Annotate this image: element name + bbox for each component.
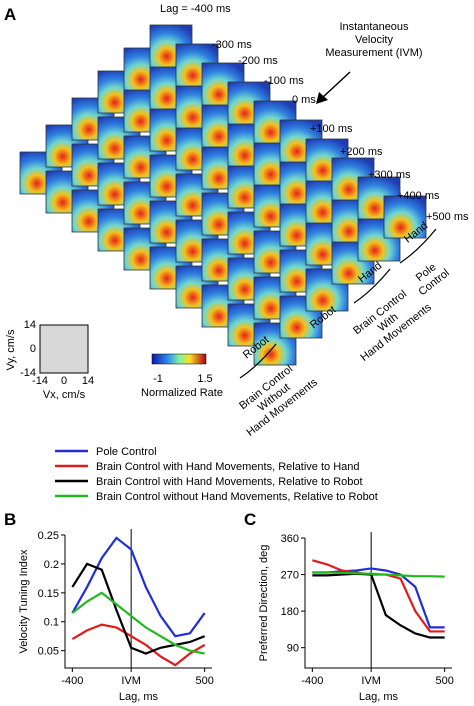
- y-tick-label: 180: [281, 606, 299, 618]
- ivm-text: Velocity: [355, 34, 393, 46]
- legend: Pole Control Brain Control with Hand Move…: [55, 446, 378, 503]
- lag-label: +100 ms: [310, 123, 353, 135]
- series-line: [71, 623, 206, 667]
- heatmap-tile: [383, 195, 427, 239]
- legend-label: Pole Control: [96, 446, 157, 458]
- lag-label: +500 ms: [426, 211, 469, 223]
- axes: [304, 538, 452, 669]
- panel-label: B: [4, 510, 16, 529]
- series-line: [312, 572, 445, 639]
- lag-label: -200 ms: [238, 55, 278, 67]
- vy-tick: 14: [24, 319, 36, 331]
- y-tick-label: 0.2: [44, 559, 59, 571]
- y-tick-label: 0.05: [38, 646, 59, 658]
- legend-label: Brain Control without Hand Movements, Re…: [96, 491, 378, 503]
- lag-label: 0 ms: [292, 94, 316, 106]
- colorbar: [151, 353, 207, 365]
- condition-name: Hand Movements: [358, 301, 434, 364]
- vx-label: Vx, cm/s: [43, 389, 86, 401]
- vx-tick: 0: [61, 375, 67, 387]
- ivm-arrow-head: [316, 92, 328, 104]
- lag-label: -300 ms: [212, 39, 252, 51]
- vy-label: Vy, cm/s: [5, 329, 17, 370]
- y-axis-label: Velocity Tuning Index: [18, 549, 30, 653]
- vy-tick: -14: [20, 367, 36, 379]
- lag-label: -100 ms: [264, 75, 304, 87]
- heatmap-tile: [305, 138, 349, 182]
- x-tick-label: -400: [301, 675, 323, 687]
- colorbar-label: Normalized Rate: [141, 387, 223, 399]
- lag-label: +300 ms: [368, 169, 411, 181]
- bracket: [239, 343, 277, 379]
- series-line: [71, 562, 206, 655]
- series-line: [312, 571, 445, 578]
- x-tick-label: 500: [195, 675, 213, 687]
- ivm-text: Instantaneous: [339, 21, 409, 33]
- lag-label: +400 ms: [397, 190, 440, 202]
- y-tick-label: 90: [287, 643, 299, 655]
- y-tick-label: 0.25: [38, 530, 59, 542]
- axes: [64, 535, 212, 669]
- y-tick-label: 0.15: [38, 588, 59, 600]
- bracket: [399, 228, 437, 264]
- x-tick-label: -400: [61, 675, 83, 687]
- legend-label: Brain Control with Hand Movements, Relat…: [96, 476, 363, 488]
- ivm-arrow: [321, 71, 351, 99]
- panel-label: A: [4, 5, 16, 24]
- vx-tick: 14: [82, 375, 94, 387]
- x-tick-label: IVM: [121, 675, 141, 687]
- y-tick-label: 270: [281, 570, 299, 582]
- series-line: [71, 591, 205, 655]
- lag-label: +200 ms: [340, 146, 383, 158]
- ivm-text: Measurement (IVM): [325, 47, 422, 59]
- legend-label: Brain Control with Hand Movements, Relat…: [96, 461, 360, 473]
- colorbar-max: 1.5: [197, 373, 212, 385]
- velocity-square: [39, 324, 89, 374]
- series-line: [71, 536, 206, 638]
- vy-tick: 0: [30, 343, 36, 355]
- y-axis-label: Preferred Direction, deg: [258, 545, 270, 662]
- heatmap-tiles: [19, 24, 427, 366]
- x-tick-label: 500: [435, 675, 453, 687]
- panel-label: C: [244, 510, 256, 529]
- x-axis-label: Lag, ms: [119, 691, 159, 703]
- y-tick-label: 360: [281, 533, 299, 545]
- y-tick-label: 0.1: [44, 617, 59, 629]
- x-tick-label: IVM: [361, 675, 381, 687]
- x-axis-label: Lag, ms: [359, 691, 399, 703]
- lag-label: Lag = -400 ms: [160, 3, 231, 15]
- colorbar-min: -1: [153, 373, 163, 385]
- bracket: [353, 268, 391, 304]
- plots: B 0.05 0.1 0.15 0.2 0.25 -400 IVM 500 Lag, ms Velo…: [4, 510, 454, 703]
- vx-tick: -14: [32, 375, 48, 387]
